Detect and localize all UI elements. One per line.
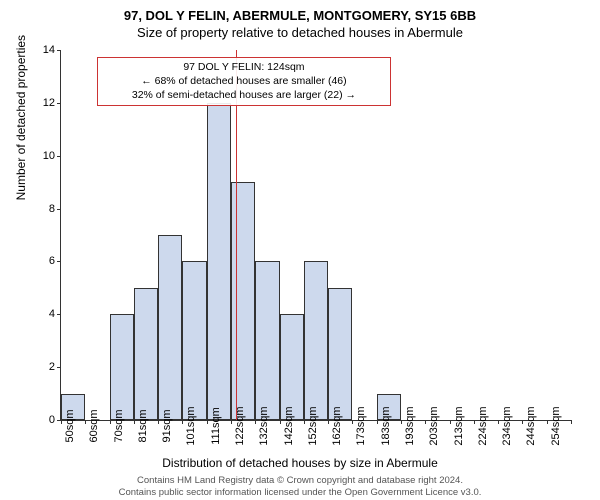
x-tick-label: 81sqm: [137, 409, 149, 442]
chart-plot-area: 0246810121450sqm60sqm70sqm81sqm91sqm101s…: [60, 50, 571, 421]
x-tick-label: 70sqm: [113, 409, 125, 442]
footer-line-2: Contains public sector information licen…: [0, 487, 600, 498]
y-tick-label: 10: [43, 150, 55, 162]
histogram-bar: [304, 261, 328, 420]
x-tick-label: 213sqm: [453, 406, 465, 445]
x-tick-label: 234sqm: [501, 406, 513, 445]
x-tick-label: 132sqm: [258, 406, 270, 445]
footer-line-1: Contains HM Land Registry data © Crown c…: [0, 475, 600, 486]
x-tick-label: 152sqm: [307, 406, 319, 445]
y-axis-label: Number of detached properties: [14, 35, 28, 200]
x-tick-label: 111sqm: [210, 407, 222, 445]
y-tick-label: 12: [43, 97, 55, 109]
x-tick-label: 224sqm: [477, 406, 489, 445]
x-axis-label: Distribution of detached houses by size …: [0, 456, 600, 470]
footer-attribution: Contains HM Land Registry data © Crown c…: [0, 475, 600, 498]
histogram-bar: [231, 182, 255, 420]
histogram-bar: [328, 288, 352, 420]
x-tick-label: 91sqm: [161, 409, 173, 442]
annotation-line: ← 68% of detached houses are smaller (46…: [104, 75, 385, 89]
x-tick-label: 254sqm: [550, 406, 562, 445]
x-tick-label: 244sqm: [525, 406, 537, 445]
y-tick-label: 0: [49, 414, 55, 426]
histogram-bar: [134, 288, 158, 420]
x-tick-label: 60sqm: [88, 409, 100, 442]
x-tick-label: 203sqm: [428, 406, 440, 445]
histogram-bar: [158, 235, 182, 420]
x-tick-label: 162sqm: [331, 406, 343, 445]
histogram-bar: [182, 261, 206, 420]
chart-title-main: 97, DOL Y FELIN, ABERMULE, MONTGOMERY, S…: [0, 0, 600, 23]
y-tick-label: 8: [49, 203, 55, 215]
annotation-line: 97 DOL Y FELIN: 124sqm: [104, 61, 385, 75]
x-tick-label: 101sqm: [185, 406, 197, 445]
histogram-bar: [280, 314, 304, 420]
histogram-bar: [110, 314, 134, 420]
x-tick-label: 183sqm: [380, 406, 392, 445]
x-tick-label: 142sqm: [283, 406, 295, 445]
annotation-line: 32% of semi-detached houses are larger (…: [104, 89, 385, 103]
chart-title-sub: Size of property relative to detached ho…: [0, 25, 600, 40]
x-tick-label: 173sqm: [355, 406, 367, 445]
y-tick-label: 2: [49, 361, 55, 373]
x-tick-label: 193sqm: [404, 406, 416, 445]
annotation-box: 97 DOL Y FELIN: 124sqm← 68% of detached …: [97, 57, 392, 106]
histogram-bar: [255, 261, 279, 420]
histogram-bar: [207, 103, 231, 420]
y-tick-label: 6: [49, 255, 55, 267]
x-tick-label: 50sqm: [64, 409, 76, 442]
y-tick-label: 4: [49, 308, 55, 320]
y-tick-label: 14: [43, 44, 55, 56]
